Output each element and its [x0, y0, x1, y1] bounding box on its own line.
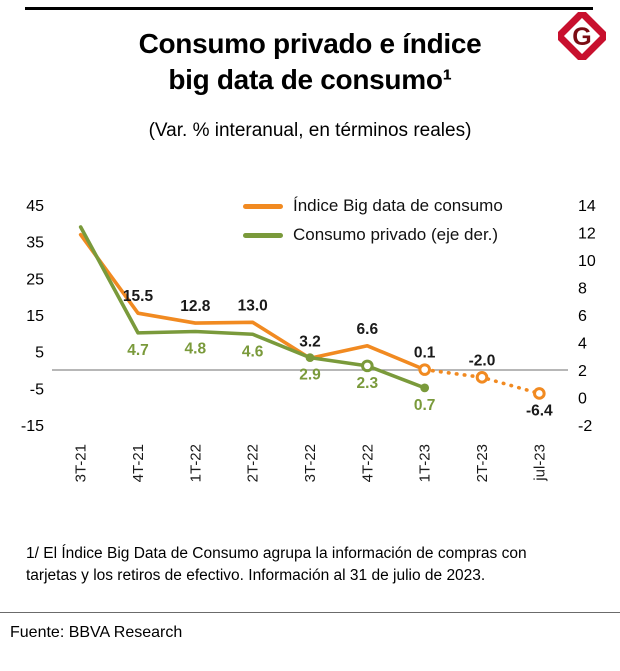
category-label: jul-23: [531, 444, 548, 482]
right-axis-tick: 4: [578, 336, 587, 353]
page-title-line2: big data de consumo¹: [168, 63, 452, 95]
data-label-0: -6.4: [526, 402, 553, 419]
bottom-divider: [0, 612, 620, 613]
category-label: 2T-22: [245, 444, 262, 482]
chart-legend: Índice Big data de consumo Consumo priva…: [243, 195, 503, 246]
right-axis-tick: 12: [578, 226, 596, 243]
marker-open: [475, 371, 489, 384]
left-axis-tick: 35: [26, 235, 44, 252]
marker-open: [418, 363, 431, 376]
marker-filled: [420, 383, 430, 393]
category-label: 4T-22: [359, 444, 376, 482]
data-label-1: 4.6: [242, 343, 264, 360]
page-subtitle: (Var. % interanual, en términos reales): [148, 120, 472, 141]
legend-swatch-consumo-privado: [243, 232, 283, 238]
data-label-0: 15.5: [123, 288, 154, 305]
right-axis-tick: 0: [578, 391, 587, 408]
series-line-0: [78, 232, 427, 372]
data-label-0: 6.6: [357, 321, 379, 338]
data-label-1: 4.7: [127, 342, 149, 359]
left-axis-tick: 25: [26, 271, 44, 288]
logo-letter: G: [572, 23, 591, 51]
right-axis-tick: 6: [578, 308, 587, 325]
legend-label-big-data: Índice Big data de consumo: [293, 196, 503, 215]
legend-item-consumo-privado: Consumo privado (eje der.): [243, 224, 503, 246]
data-label-1: 0.7: [414, 397, 436, 414]
data-label-0: -2.0: [469, 352, 496, 369]
data-label-0: 3.2: [299, 333, 321, 350]
footnote: 1/ El Índice Big Data de Consumo agrupa …: [26, 543, 596, 588]
category-label: 3T-22: [302, 444, 319, 482]
right-axis-tick: 14: [578, 198, 596, 215]
gestion-logo-icon: G: [558, 12, 606, 60]
data-label-0: 0.1: [414, 345, 436, 362]
left-axis-tick: 45: [26, 198, 44, 215]
data-label-1: 4.8: [185, 341, 207, 358]
left-axis-tick: 15: [26, 308, 44, 325]
right-axis-tick: 8: [578, 281, 587, 298]
right-axis-tick: 10: [578, 253, 596, 270]
data-label-0: 12.8: [180, 298, 211, 315]
page-title-line1: Consumo privado e índice: [138, 28, 482, 59]
marker-open: [533, 387, 546, 400]
footnote-line2: tarjetas y los retiros de efectivo. Info…: [26, 567, 486, 585]
category-label: 2T-23: [474, 444, 491, 482]
category-label: 1T-22: [187, 444, 204, 482]
legend-item-big-data: Índice Big data de consumo: [243, 195, 503, 217]
legend-label-consumo-privado: Consumo privado (eje der.): [293, 225, 499, 244]
legend-swatch-big-data: [243, 203, 283, 209]
left-axis-tick: -15: [21, 418, 44, 435]
marker-open: [361, 359, 374, 373]
data-label-0: 13.0: [238, 297, 268, 314]
category-label: 4T-21: [130, 444, 147, 482]
right-axis-tick: 2: [578, 363, 587, 380]
footnote-line1: 1/ El Índice Big Data de Consumo agrupa …: [26, 545, 527, 562]
chart-canvas: 45 35 25 15 5 -5 -15 14 12 10 8 6 4 2 0 -2 3T-21 4T-21 1T-…: [21, 198, 596, 482]
category-label: 1T-23: [417, 444, 434, 482]
left-axis-tick: -5: [30, 381, 44, 398]
top-rule: [25, 7, 593, 10]
page-title: Consumo privado e índice big data de con…: [0, 26, 620, 98]
data-label-1: 2.3: [357, 375, 379, 392]
right-axis-tick: -2: [578, 418, 592, 435]
source-text: Fuente: BBVA Research: [10, 624, 183, 641]
marker-filled: [305, 353, 315, 363]
category-label: 3T-21: [73, 444, 90, 482]
data-label-1: 2.9: [299, 367, 321, 384]
left-axis-tick: 5: [35, 345, 44, 362]
chart: 45 35 25 15 5 -5 -15 14 12 10 8 6 4 2 0 -2 3T-21 4T-21 1T-…: [0, 182, 620, 512]
